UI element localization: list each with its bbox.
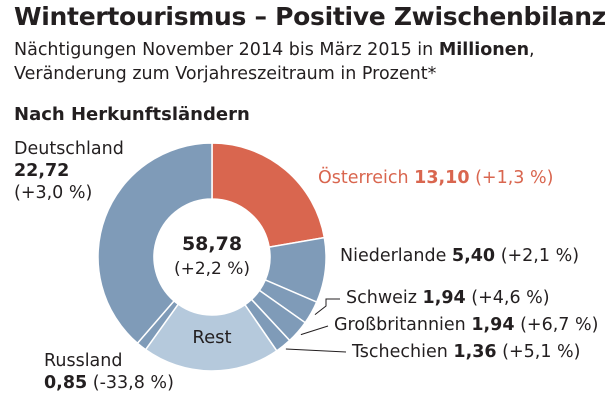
label-grossbritannien: Großbritannien 1,94 (+6,7 %): [334, 314, 598, 336]
label-oesterreich-name: Österreich: [318, 168, 409, 188]
label-deutschland-value: 22,72: [14, 161, 70, 181]
subtitle-line-2: Veränderung zum Vorjahreszeitraum in Pro…: [14, 64, 437, 84]
center-total-value: 58,78: [182, 233, 242, 255]
leader-line-tschechien: [285, 348, 347, 353]
label-deutschland-change: (+3,0 %): [14, 183, 93, 203]
label-niederlande-change: (+2,1 %): [500, 246, 580, 266]
label-niederlande-value: 5,40: [451, 246, 496, 266]
label-tschechien: Tschechien 1,36 (+5,1 %): [352, 341, 581, 363]
label-tschechien-name: Tschechien: [352, 342, 448, 362]
label-oesterreich-value: 13,10: [414, 168, 470, 188]
label-tschechien-change: (+5,1 %): [502, 342, 581, 362]
label-russland: Russland 0,85 (-33,8 %): [44, 350, 174, 394]
leader-line-grossbritannien: [300, 325, 329, 336]
label-grossbritannien-change: (+6,7 %): [520, 315, 599, 335]
center-total-change: (+2,2 %): [174, 259, 250, 279]
label-schweiz: Schweiz 1,94 (+4,6 %): [346, 287, 550, 309]
label-tschechien-value: 1,36: [453, 342, 497, 362]
label-russland-value: 0,85: [44, 373, 88, 393]
subtitle-prefix: Nächtigungen November 2014 bis März 2015…: [14, 40, 434, 60]
label-russland-change: (-33,8 %): [92, 373, 174, 393]
label-deutschland: Deutschland 22,72 (+3,0 %): [14, 138, 124, 204]
label-deutschland-name: Deutschland: [14, 139, 124, 159]
leader-line-schweiz: [314, 298, 340, 316]
slice-deutschland: [97, 142, 213, 345]
slice-label-rest: Rest: [192, 327, 231, 348]
label-niederlande-name: Niederlande: [340, 246, 447, 266]
label-schweiz-name: Schweiz: [346, 288, 417, 308]
slice--sterreich: [211, 142, 326, 249]
subtitle-suffix: ,: [529, 40, 535, 60]
label-russland-name: Russland: [44, 351, 123, 371]
subtitle-unit: Millionen: [438, 40, 530, 60]
label-schweiz-change: (+4,6 %): [471, 288, 550, 308]
subtitle-line-1: Nächtigungen November 2014 bis März 2015…: [14, 40, 535, 60]
chart-title: Wintertourismus – Positive Zwischenbilan…: [14, 2, 606, 31]
label-oesterreich: Österreich 13,10 (+1,3 %): [318, 167, 553, 189]
label-niederlande: Niederlande 5,40 (+2,1 %): [340, 245, 579, 267]
label-grossbritannien-value: 1,94: [471, 315, 515, 335]
section-title: Nach Herkunftsländern: [14, 104, 250, 125]
label-oesterreich-change: (+1,3 %): [475, 168, 554, 188]
label-schweiz-value: 1,94: [422, 288, 466, 308]
label-grossbritannien-name: Großbritannien: [334, 315, 466, 335]
